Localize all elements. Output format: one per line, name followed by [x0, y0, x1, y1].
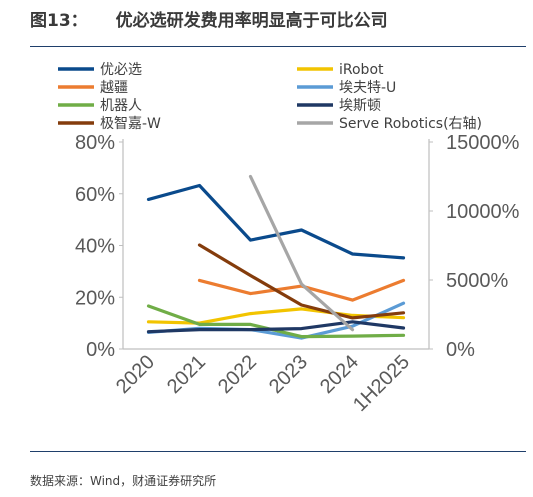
top-rule: [30, 46, 526, 47]
bottom-rule: [30, 451, 526, 452]
source-note: 数据来源：Wind，财通证券研究所: [30, 474, 217, 488]
x-tick-label: 1H2025: [349, 351, 414, 416]
legend-label: Serve Robotics(右轴): [339, 116, 482, 132]
x-tick-label: 2021: [163, 351, 210, 398]
x-tick-label: 2020: [112, 351, 159, 398]
right-tick-label: 15000%: [446, 132, 520, 154]
left-tick-label: 60%: [75, 184, 115, 206]
right-tick-label: 10000%: [446, 201, 520, 223]
x-tick-label: 2024: [316, 351, 363, 398]
legend-label: 埃斯顿: [339, 98, 381, 114]
figure-number: 图13：: [30, 11, 88, 31]
legend-label: 极智嘉-W: [100, 116, 161, 132]
right-tick-label: 0%: [446, 339, 475, 361]
figure-title: 图13： 优必选研发费用率明显高于可比公司: [30, 6, 388, 31]
series-line-5: [146, 320, 406, 334]
series-line-6: [197, 243, 406, 320]
legend-label: 越疆: [100, 80, 128, 96]
x-tick-label: 2023: [265, 351, 312, 398]
legend-label: 优必选: [100, 62, 142, 78]
left-tick-label: 0%: [86, 339, 115, 361]
legend-label: 机器人: [100, 98, 142, 114]
x-tick-label: 2022: [214, 351, 261, 398]
series-line-7: [248, 174, 355, 332]
legend-label: 埃夫特-U: [339, 80, 396, 96]
right-tick-label: 5000%: [446, 270, 508, 292]
left-tick-label: 40%: [75, 236, 115, 258]
figure-title-text: 优必选研发费用率明显高于可比公司: [115, 11, 388, 31]
left-tick-label: 80%: [75, 132, 115, 154]
series-line-0: [146, 183, 406, 260]
left-tick-label: 20%: [75, 287, 115, 309]
legend-label: iRobot: [339, 62, 384, 78]
